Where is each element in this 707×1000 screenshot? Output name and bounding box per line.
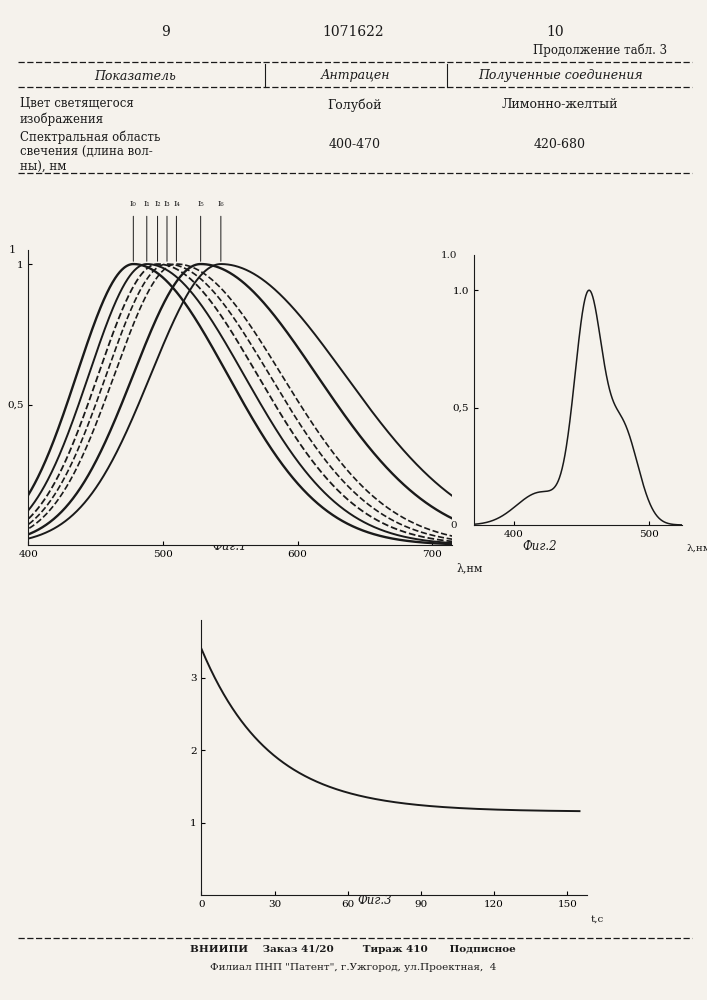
Text: Фиг.2: Фиг.2 [522,540,557,554]
Text: I₄: I₄ [173,200,180,208]
Text: ВНИИПИ    Заказ 41/20        Тираж 410      Подписное: ВНИИПИ Заказ 41/20 Тираж 410 Подписное [190,946,516,954]
Text: Филиал ПНП "Патент", г.Ужгород, ул.Проектная,  4: Филиал ПНП "Патент", г.Ужгород, ул.Проек… [210,962,496,972]
Text: I₁: I₁ [144,200,150,208]
Text: 400-470: 400-470 [329,138,381,151]
Text: Фиг.3: Фиг.3 [358,894,392,906]
Text: I₃: I₃ [164,200,170,208]
Text: 420-680: 420-680 [534,138,586,151]
Text: 1071622: 1071622 [322,25,384,39]
Text: 1.0: 1.0 [440,250,457,259]
Text: Голубой: Голубой [328,98,382,112]
Text: I₀: I₀ [130,200,136,208]
Text: 9: 9 [160,25,170,39]
Text: Антрацен: Антрацен [320,70,390,83]
Text: I₆: I₆ [218,200,224,208]
Text: λ,нм: λ,нм [686,544,707,553]
Text: J, отн.еВ: J, отн.еВ [198,520,252,530]
Text: Спектральная область
свечения (длина вол-
ны), нм: Спектральная область свечения (длина вол… [20,130,160,174]
Text: 0: 0 [450,520,457,530]
Text: 1: 1 [8,245,16,255]
Text: I₅: I₅ [197,200,204,208]
Text: I₂: I₂ [154,200,161,208]
Text: Продолжение табл. 3: Продолжение табл. 3 [533,43,667,57]
Text: Показатель: Показатель [94,70,176,83]
Text: t,c: t,c [590,914,604,923]
Text: Полученные соединения: Полученные соединения [478,70,643,83]
Text: Лимонно-желтый: Лимонно-желтый [502,99,618,111]
Text: λ,нм: λ,нм [457,563,483,573]
Text: 33: 33 [387,519,403,532]
Text: Цвет светящегося
изображения: Цвет светящегося изображения [20,97,134,126]
Text: Фиг.1: Фиг.1 [213,540,247,554]
Text: 10: 10 [547,25,563,39]
